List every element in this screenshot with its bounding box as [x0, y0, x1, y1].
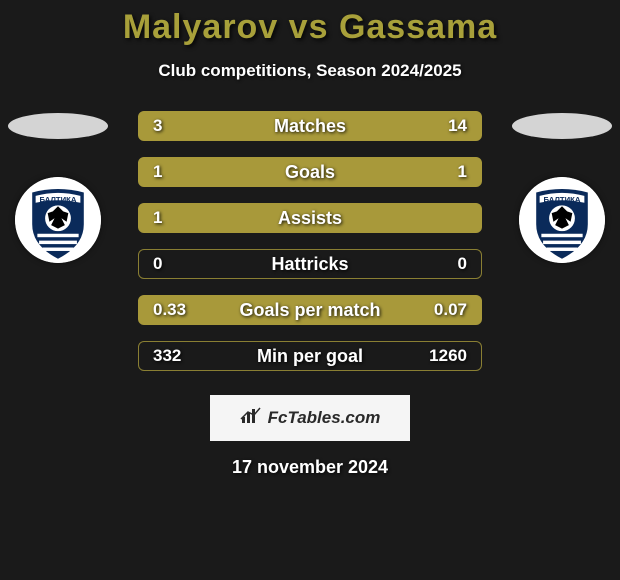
stat-bar: 332 Min per goal 1260: [138, 341, 482, 371]
stat-left-value: 1: [153, 208, 162, 228]
stat-left-value: 0: [153, 254, 162, 274]
svg-text:БАЛТИКА: БАЛТИКА: [40, 195, 77, 204]
stat-right-value: 1260: [429, 346, 467, 366]
stat-bar: 3 Matches 14: [138, 111, 482, 141]
player-left-ellipse: [8, 113, 108, 139]
stat-label: Matches: [274, 116, 346, 137]
stat-bar: 0 Hattricks 0: [138, 249, 482, 279]
stat-right-value: 14: [448, 116, 467, 136]
stat-right-value: 0: [458, 254, 467, 274]
stat-label: Goals per match: [239, 300, 380, 321]
main-row: БАЛТИКА 3 Matches 14 1 Goals 1 1 Assists…: [0, 111, 620, 387]
comparison-card: Malyarov vs Gassama Club competitions, S…: [0, 0, 620, 478]
club-logo-left: БАЛТИКА: [15, 177, 101, 263]
stat-right-value: 1: [458, 162, 467, 182]
stat-left-value: 3: [153, 116, 162, 136]
chart-icon: [240, 407, 262, 430]
stat-bar: 1 Assists: [138, 203, 482, 233]
stat-right-value: 0.07: [434, 300, 467, 320]
stats-bars: 3 Matches 14 1 Goals 1 1 Assists 0 Hattr…: [130, 111, 490, 387]
stat-label: Goals: [285, 162, 335, 183]
player-right-ellipse: [512, 113, 612, 139]
club-logo-right: БАЛТИКА: [519, 177, 605, 263]
date-text: 17 november 2024: [0, 457, 620, 478]
right-player-col: БАЛТИКА: [512, 111, 612, 263]
left-player-col: БАЛТИКА: [8, 111, 108, 263]
page-title: Malyarov vs Gassama: [0, 8, 620, 47]
stat-label: Assists: [278, 208, 342, 229]
brand-box[interactable]: FcTables.com: [210, 395, 410, 441]
brand-text: FcTables.com: [268, 408, 381, 428]
stat-left-value: 1: [153, 162, 162, 182]
stat-label: Min per goal: [257, 346, 363, 367]
stat-bar: 1 Goals 1: [138, 157, 482, 187]
stat-left-value: 0.33: [153, 300, 186, 320]
svg-text:БАЛТИКА: БАЛТИКА: [544, 195, 581, 204]
stat-bar: 0.33 Goals per match 0.07: [138, 295, 482, 325]
subtitle: Club competitions, Season 2024/2025: [0, 61, 620, 81]
stat-left-value: 332: [153, 346, 181, 366]
stat-label: Hattricks: [271, 254, 348, 275]
